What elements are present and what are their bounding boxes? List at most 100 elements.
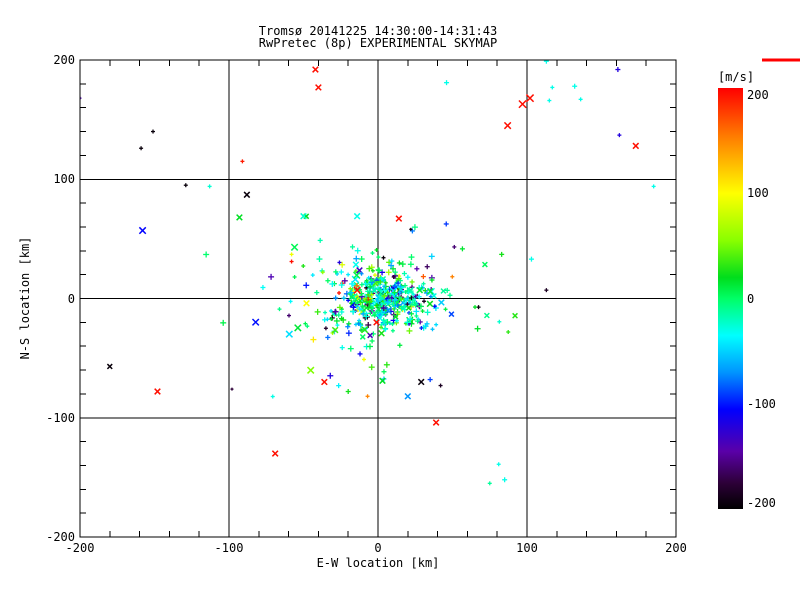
outlier-point: [365, 394, 370, 399]
cluster-point: [405, 305, 412, 311]
outlier-point: [373, 319, 380, 326]
cluster-point: [438, 299, 445, 306]
outlier-point: [578, 97, 583, 102]
cluster-point: [325, 317, 330, 322]
outlier-point: [499, 251, 505, 257]
outlier-point: [303, 299, 310, 307]
outlier-point: [207, 184, 212, 189]
cluster-point: [414, 266, 420, 272]
cluster-point: [406, 287, 412, 293]
outlier-point: [290, 243, 299, 251]
cluster-point: [411, 224, 418, 231]
cluster-point: [346, 298, 351, 303]
outlier-point: [236, 214, 243, 221]
outlier-point: [345, 389, 351, 395]
cluster-point: [409, 279, 415, 285]
colorbar-tick-label: -100: [747, 396, 776, 411]
outlier-point: [240, 159, 245, 164]
cluster-point: [325, 278, 331, 284]
cluster-point: [336, 304, 343, 311]
cluster-point: [348, 286, 353, 291]
cluster-point: [353, 255, 360, 262]
cluster-point: [287, 313, 292, 318]
cluster-point: [310, 336, 317, 343]
cluster-point: [360, 325, 369, 334]
cluster-point: [353, 269, 358, 274]
cluster-point: [317, 237, 323, 243]
cluster-point: [336, 312, 342, 318]
cluster-point: [390, 322, 395, 327]
cluster-point: [413, 302, 419, 308]
outlier-point: [183, 183, 188, 188]
cluster-point: [268, 273, 275, 280]
cluster-point: [395, 280, 401, 286]
cluster-point: [353, 322, 358, 327]
cluster-point: [370, 251, 375, 256]
cluster-point: [424, 309, 431, 316]
cluster-point: [348, 289, 355, 296]
cluster-point: [381, 293, 388, 300]
cluster-point: [407, 316, 414, 323]
cluster-point: [397, 295, 402, 300]
cluster-point: [400, 305, 405, 310]
cluster-point: [358, 256, 365, 263]
cluster-point: [285, 330, 294, 338]
cluster-point: [448, 311, 455, 318]
outlier-point: [353, 286, 361, 294]
cluster-point: [325, 334, 331, 340]
cluster-point: [385, 269, 392, 276]
cluster-point: [320, 270, 325, 275]
cluster-point: [339, 316, 345, 322]
cluster-point: [368, 277, 374, 283]
cluster-point: [417, 319, 423, 325]
cluster-point: [374, 302, 380, 308]
cluster-point: [277, 307, 282, 312]
cluster-point: [414, 313, 419, 318]
outlier-point: [416, 286, 424, 294]
cluster-point: [385, 290, 390, 295]
colorbar-tick-label: -200: [747, 496, 776, 510]
outlier-point: [487, 481, 492, 486]
cluster-point: [377, 279, 383, 285]
cluster-point: [360, 304, 365, 309]
outlier-point: [271, 450, 279, 457]
cluster-point: [339, 345, 345, 351]
cluster-point: [474, 325, 481, 332]
outlier-point: [312, 66, 319, 73]
cluster-point: [392, 284, 397, 289]
cluster-point: [384, 296, 390, 302]
outlier-point: [154, 388, 161, 395]
outlier-point: [438, 383, 443, 388]
cluster-point: [369, 338, 375, 344]
cluster-point: [473, 305, 478, 310]
cluster-point: [428, 253, 435, 260]
outlier-point: [432, 419, 440, 426]
cluster-point: [345, 324, 351, 330]
outlier-point: [404, 392, 412, 400]
cluster-point: [366, 275, 371, 280]
cluster-point: [483, 312, 490, 319]
cluster-point: [378, 312, 383, 317]
cluster-point: [388, 262, 395, 269]
cluster-point: [444, 287, 450, 293]
x-tick-label: 200: [665, 541, 687, 555]
cluster-point: [390, 328, 395, 333]
outlier-point: [409, 227, 413, 231]
outlier-point: [518, 99, 527, 109]
cluster-point: [424, 264, 430, 270]
cluster-point: [349, 301, 354, 306]
cluster-point: [352, 261, 360, 269]
outlier-point: [395, 215, 403, 222]
outlier-point: [547, 98, 552, 103]
cluster-point: [408, 311, 414, 317]
chart-title-line2: RwPretec (8p) EXPERIMENTAL SKYMAP: [258, 36, 498, 50]
cluster-point: [359, 328, 364, 333]
cluster-point: [346, 321, 352, 327]
outlier-point: [300, 212, 307, 220]
cluster-point: [352, 271, 361, 279]
cluster-point: [401, 271, 407, 277]
cluster-point: [359, 282, 365, 288]
outlier-point: [544, 288, 549, 293]
cluster-point: [384, 299, 391, 306]
